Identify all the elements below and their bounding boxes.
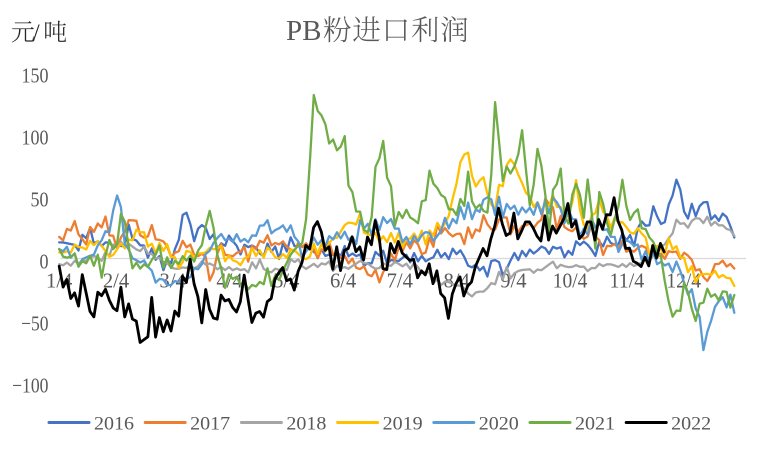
svg-text:2016: 2016 — [94, 413, 134, 434]
svg-text:6/4: 6/4 — [330, 269, 357, 293]
svg-text:2018: 2018 — [286, 413, 326, 434]
svg-text:2/4: 2/4 — [103, 269, 130, 293]
svg-text:2022: 2022 — [671, 413, 711, 434]
svg-text:150: 150 — [22, 63, 49, 87]
svg-text:/: / — [33, 21, 40, 47]
svg-text:2017: 2017 — [190, 413, 230, 434]
svg-text:2019: 2019 — [383, 413, 423, 434]
svg-text:10/4: 10/4 — [553, 269, 588, 293]
svg-text:50: 50 — [31, 187, 49, 211]
svg-text:11/4: 11/4 — [610, 269, 645, 293]
svg-text:−50: −50 — [21, 311, 48, 335]
svg-text:−100: −100 — [12, 373, 48, 397]
svg-text:7/4: 7/4 — [387, 269, 414, 293]
svg-text:100: 100 — [22, 125, 49, 149]
svg-text:2020: 2020 — [479, 413, 519, 434]
svg-text:2021: 2021 — [575, 413, 615, 434]
svg-text:0: 0 — [40, 249, 49, 273]
svg-text:PB: PB — [286, 15, 321, 47]
